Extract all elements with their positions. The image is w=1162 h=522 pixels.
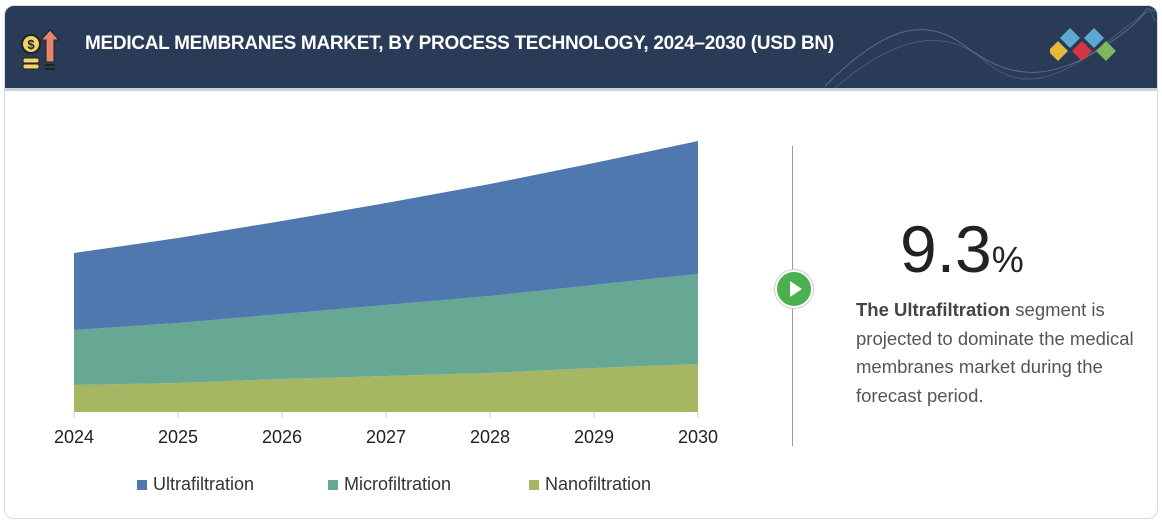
cagr-unit: %: [991, 239, 1024, 280]
chart-title: MEDICAL MEMBRANES MARKET, BY PROCESS TEC…: [85, 33, 834, 54]
header: $ MEDICAL MEMBRANES MARKET, BY PROCESS T…: [5, 6, 1157, 91]
legend-item-microfiltration: Microfiltration: [328, 474, 451, 495]
x-tick-label: 2028: [470, 427, 510, 447]
x-tick-label: 2024: [54, 427, 94, 447]
coin-growth-icon: $: [21, 29, 61, 70]
svg-text:$: $: [27, 37, 35, 52]
x-tick-label: 2026: [262, 427, 302, 447]
area-nanofiltration: [74, 364, 698, 412]
legend-label: Nanofiltration: [545, 474, 652, 494]
x-tick-label: 2027: [366, 427, 406, 447]
legend-swatch: [328, 479, 338, 490]
legend-item-nanofiltration: Nanofiltration: [529, 474, 651, 495]
legend-swatch: [529, 479, 539, 490]
area-ultrafiltration: [74, 141, 698, 330]
legend-swatch: [137, 479, 147, 490]
highlight-description: The Ultrafiltration segment is projected…: [856, 296, 1136, 410]
segment-name: The Ultrafiltration: [856, 299, 1011, 320]
legend-label: Ultrafiltration: [153, 474, 255, 494]
x-tick-label: 2025: [158, 427, 198, 447]
stacked-area-chart: 2024 2025 2026 2027 2028 2029 2030: [54, 141, 718, 447]
area-microfiltration: [74, 274, 698, 385]
infographic-card: $ MEDICAL MEMBRANES MARKET, BY PROCESS T…: [4, 5, 1158, 519]
cagr-number: 9.3: [900, 212, 992, 286]
diamond-logo: [1050, 28, 1116, 61]
cagr-value: 9.3%: [900, 211, 1024, 287]
x-tick-label: 2029: [574, 427, 614, 447]
legend-label: Microfiltration: [344, 474, 452, 494]
description-text: segment is projected to dominate the med…: [856, 299, 1134, 406]
legend-item-ultrafiltration: Ultrafiltration: [137, 474, 254, 495]
play-arrow-icon: [775, 270, 813, 308]
x-tick-label: 2030: [678, 427, 718, 447]
decorative-waves: [824, 8, 1157, 88]
